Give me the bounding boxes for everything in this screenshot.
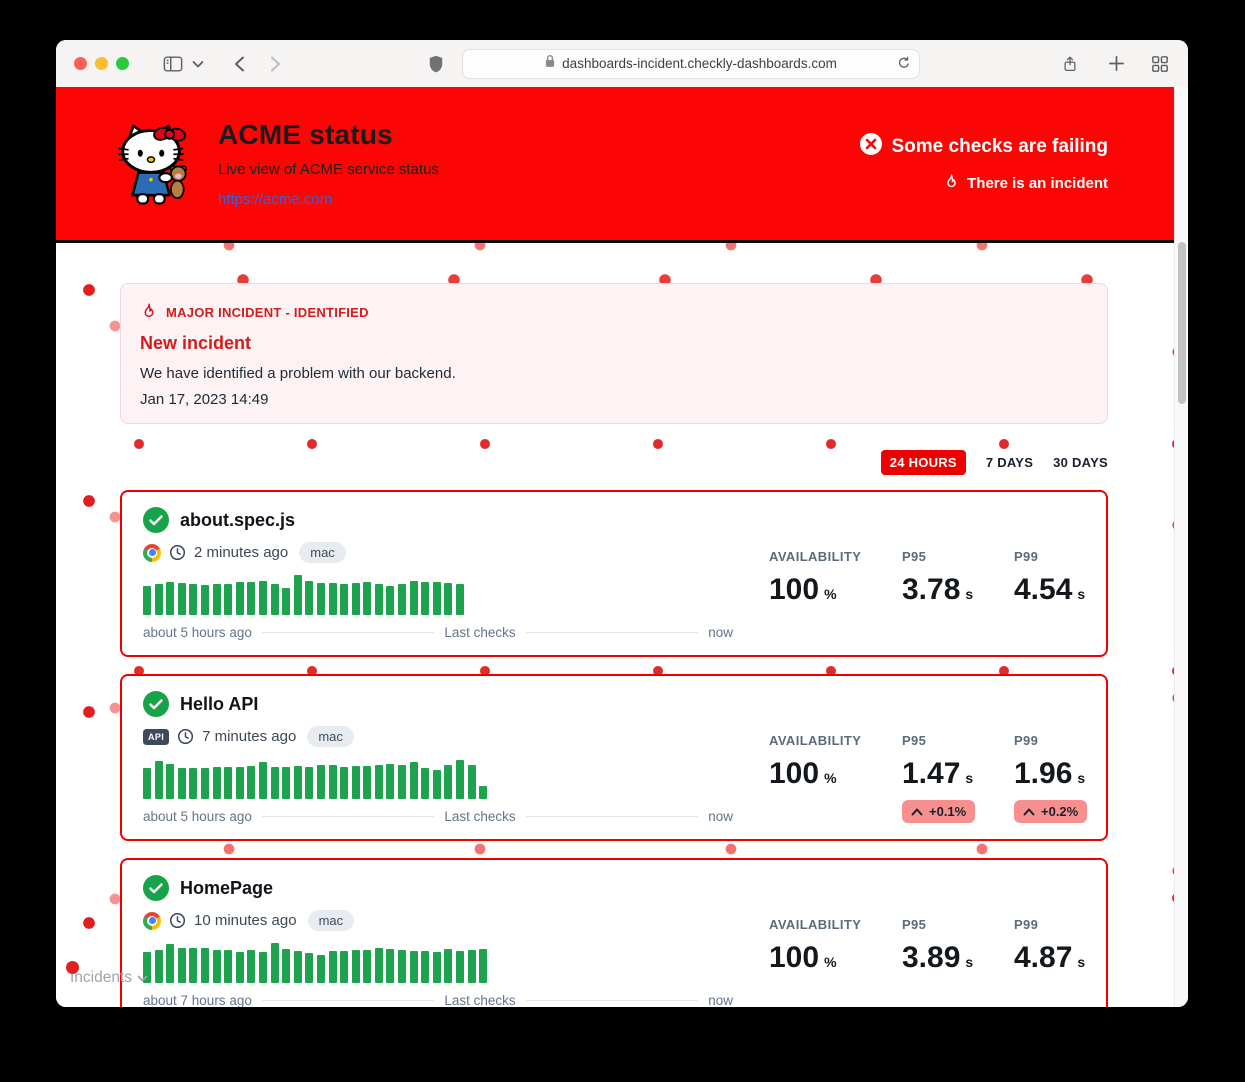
page-scrollbar-track[interactable] xyxy=(1174,87,1188,1007)
api-badge: API xyxy=(143,728,170,745)
flame-icon xyxy=(943,172,960,195)
last-run-time: 2 minutes ago xyxy=(194,544,289,561)
timeline-mid: Last checks xyxy=(444,625,516,640)
incident-banner: MAJOR INCIDENT - IDENTIFIED New incident… xyxy=(120,283,1108,424)
incident-title: New incident xyxy=(140,333,252,353)
sidebar-toggle-button[interactable] xyxy=(159,50,187,78)
chrome-icon xyxy=(143,911,161,930)
address-bar[interactable]: dashboards-incident.checkly-dashboards.c… xyxy=(461,48,920,79)
page-subtitle: Live view of ACME service status xyxy=(218,160,439,178)
page-title: ACME status xyxy=(218,118,393,150)
timeline-mid: Last checks xyxy=(444,993,516,1007)
chrome-icon xyxy=(143,543,161,562)
browser-titlebar: dashboards-incident.checkly-dashboards.c… xyxy=(56,40,1188,87)
check-passing-icon xyxy=(143,691,169,717)
availability-stat: AVAILABILITY 100% xyxy=(769,733,862,790)
check-card-homepage: HomePage 10 minutes ago mac about 7 hour… xyxy=(120,858,1108,1007)
os-badge: mac xyxy=(307,726,354,747)
page-scrollbar-thumb[interactable] xyxy=(1178,242,1186,404)
tab-overview-button[interactable] xyxy=(1146,50,1174,78)
check-passing-icon xyxy=(143,507,169,533)
check-name: HomePage xyxy=(180,877,274,898)
share-button[interactable] xyxy=(1056,50,1084,78)
timeline-end: now xyxy=(708,993,733,1007)
window-controls xyxy=(74,57,129,70)
p99-stat: P99 1.96 s +0.2% xyxy=(1014,733,1088,824)
clock-icon xyxy=(169,544,186,561)
minimize-window-button[interactable] xyxy=(95,57,108,70)
check-card-about-spec-js: about.spec.js 2 minutes ago mac about 5 … xyxy=(120,490,1108,657)
lock-icon xyxy=(544,54,556,73)
incident-description: We have identified a problem with our ba… xyxy=(140,365,456,382)
incidents-section-toggle[interactable]: Incidents xyxy=(66,961,148,987)
p99-delta-badge: +0.2% xyxy=(1014,800,1088,823)
check-passing-icon xyxy=(143,875,169,901)
x-circle-icon xyxy=(859,132,882,161)
status-summary: Some checks are failing xyxy=(891,135,1109,157)
tab-24-hours[interactable]: 24 HOURS xyxy=(880,450,966,475)
site-link[interactable]: https://acme.com xyxy=(218,190,333,208)
browser-window: dashboards-incident.checkly-dashboards.c… xyxy=(56,40,1188,1007)
p95-delta-badge: +0.1% xyxy=(902,800,976,823)
timeline-mid: Last checks xyxy=(444,809,516,824)
check-name: Hello API xyxy=(180,693,259,714)
p95-stat: P95 1.47 s +0.1% xyxy=(902,733,1014,824)
chevron-down-icon xyxy=(137,975,148,981)
tab-7-days[interactable]: 7 DAYS xyxy=(986,450,1033,475)
timeline-end: now xyxy=(708,809,733,824)
availability-stat: AVAILABILITY 100% xyxy=(769,549,862,606)
clock-icon xyxy=(177,728,194,745)
uptime-bar-chart xyxy=(143,759,733,799)
close-window-button[interactable] xyxy=(74,57,87,70)
incident-indicator: There is an incident xyxy=(967,174,1108,192)
timeline-end: now xyxy=(708,625,733,640)
status-page-header: ACME status Live view of ACME service st… xyxy=(56,87,1188,243)
os-badge: mac xyxy=(299,542,346,563)
flame-icon xyxy=(140,301,158,324)
p95-stat: P95 3.78 s xyxy=(902,549,974,606)
back-button[interactable] xyxy=(225,50,253,78)
decorative-dot xyxy=(66,961,79,974)
sidebar-chevron-button[interactable] xyxy=(189,50,207,78)
check-card-hello-api: Hello API API 7 minutes ago mac about 5 … xyxy=(120,674,1108,841)
uptime-bar-chart xyxy=(143,575,733,615)
zoom-window-button[interactable] xyxy=(116,57,129,70)
os-badge: mac xyxy=(307,910,355,931)
time-range-tabs: 24 HOURS 7 DAYS 30 DAYS xyxy=(120,450,1108,475)
uptime-bar-chart xyxy=(143,943,733,983)
clock-icon xyxy=(169,912,186,929)
p99-stat: P99 4.54 s xyxy=(1014,549,1086,606)
timeline-labels: about 5 hours ago Last checks now xyxy=(143,809,733,824)
check-name: about.spec.js xyxy=(180,509,296,530)
p99-stat: P99 4.87 s xyxy=(1014,917,1086,974)
availability-stat: AVAILABILITY 100% xyxy=(769,917,862,974)
forward-button[interactable] xyxy=(261,50,289,78)
incident-timestamp: Jan 17, 2023 14:49 xyxy=(140,391,269,408)
last-run-time: 10 minutes ago xyxy=(194,912,297,929)
url-text: dashboards-incident.checkly-dashboards.c… xyxy=(562,56,837,71)
dashboard-content: MAJOR INCIDENT - IDENTIFIED New incident… xyxy=(56,243,1188,1007)
timeline-start: about 5 hours ago xyxy=(143,809,252,824)
timeline-start: about 5 hours ago xyxy=(143,625,252,640)
timeline-labels: about 5 hours ago Last checks now xyxy=(143,625,733,640)
privacy-shield-icon[interactable] xyxy=(422,50,450,78)
timeline-start: about 7 hours ago xyxy=(143,993,252,1007)
hello-kitty-logo xyxy=(118,124,187,205)
p95-stat: P95 3.89 s xyxy=(902,917,974,974)
last-run-time: 7 minutes ago xyxy=(202,728,297,745)
reload-button[interactable] xyxy=(897,55,911,76)
new-tab-button[interactable] xyxy=(1102,50,1130,78)
tab-30-days[interactable]: 30 DAYS xyxy=(1053,450,1108,475)
incident-severity: MAJOR INCIDENT - IDENTIFIED xyxy=(166,305,369,320)
timeline-labels: about 7 hours ago Last checks now xyxy=(143,993,733,1007)
